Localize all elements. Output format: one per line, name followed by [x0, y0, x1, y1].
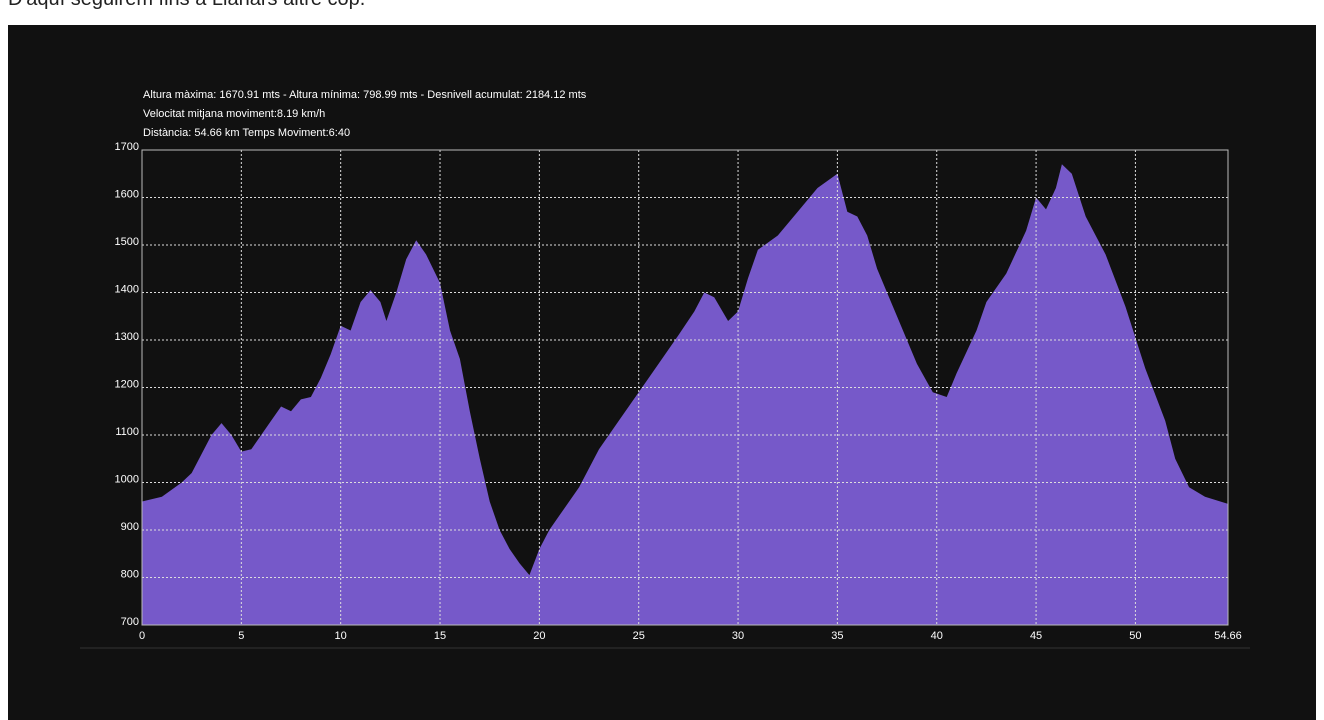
x-tick-label: 45	[1030, 630, 1042, 642]
x-tick-label: 0	[139, 630, 145, 642]
y-tick-label: 700	[121, 616, 139, 628]
y-tick-label: 1400	[115, 283, 139, 295]
header-line: Distància: 54.66 km Temps Moviment:6:40	[143, 127, 350, 139]
y-tick-label: 1700	[115, 141, 139, 153]
x-tick-label: 10	[335, 630, 347, 642]
x-tick-label: 30	[732, 630, 744, 642]
plot-frame	[141, 149, 1229, 626]
y-tick-label: 1000	[115, 473, 139, 485]
y-tick-label: 900	[121, 521, 139, 533]
y-tick-label: 1500	[115, 236, 139, 248]
x-tick-label: 50	[1129, 630, 1141, 642]
x-tick-label: 20	[533, 630, 545, 642]
x-tick-label: 40	[931, 630, 943, 642]
x-tick-label: 5	[238, 630, 244, 642]
caption: D'aquí seguirem fins a Llanars altre cop…	[8, 0, 365, 11]
x-tick-label: 25	[633, 630, 645, 642]
header-line: Velocitat mitjana moviment:8.19 km/h	[143, 108, 325, 120]
elevation-area	[142, 164, 1228, 626]
y-tick-label: 1100	[115, 426, 139, 438]
y-tick-label: 1300	[115, 331, 139, 343]
x-tick-label: 54.66	[1214, 630, 1242, 642]
x-tick-label: 35	[831, 630, 843, 642]
y-tick-label: 1600	[115, 188, 139, 200]
x-tick-label: 15	[434, 630, 446, 642]
y-tick-label: 1200	[115, 378, 139, 390]
header-line: Altura màxima: 1670.91 mts - Altura míni…	[143, 89, 587, 101]
y-tick-label: 800	[121, 568, 139, 580]
